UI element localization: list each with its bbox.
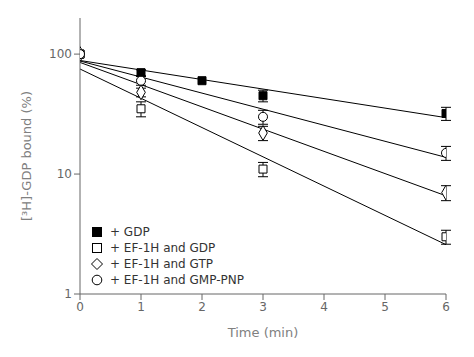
- svg-text:5: 5: [381, 300, 389, 314]
- svg-text:4: 4: [320, 300, 328, 314]
- svg-text:3: 3: [259, 300, 267, 314]
- svg-text:0: 0: [76, 300, 84, 314]
- svg-text:2: 2: [198, 300, 206, 314]
- svg-text:100: 100: [49, 47, 72, 61]
- svg-text:10: 10: [57, 167, 72, 181]
- svg-text:1: 1: [64, 287, 72, 301]
- svg-text:Time (min): Time (min): [227, 325, 299, 340]
- svg-text:1: 1: [137, 300, 145, 314]
- svg-text:6: 6: [442, 300, 450, 314]
- svg-text:[³H]-GDP bound (%): [³H]-GDP bound (%): [19, 91, 34, 221]
- html-text:+ EF-1H and GTP: + EF-1H and GTP: [110, 257, 213, 271]
- html-text:+ EF-1H and GMP-PNP: + EF-1H and GMP-PNP: [110, 273, 244, 287]
- html-text:+ EF-1H and GDP: + EF-1H and GDP: [110, 241, 216, 255]
- html-text:+ GDP: + GDP: [110, 225, 150, 239]
